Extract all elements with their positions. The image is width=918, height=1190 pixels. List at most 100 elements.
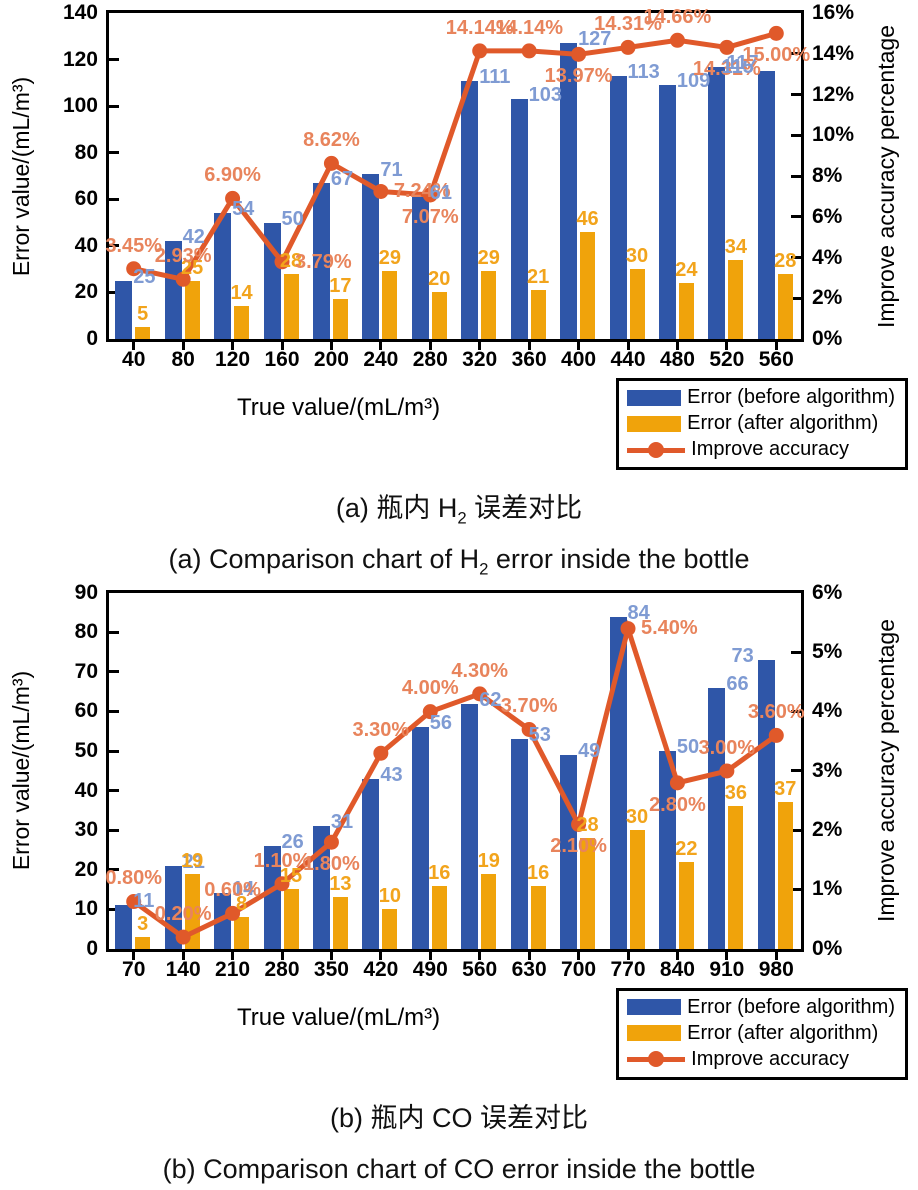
bar-value-label-before: 43	[380, 763, 403, 786]
improve-accuracy-label: 3.70%	[500, 695, 558, 718]
legend-label: Error (before algorithm)	[687, 995, 895, 1018]
chart-h2-error-comparison: Error value/(mL/m³) 0 20 40 60 80 100 120 140 2…	[0, 0, 918, 580]
bar-value-label-after: 24	[675, 259, 698, 282]
bar-value-label-after: 20	[428, 268, 451, 291]
plot-area: 25 5 3.45% 42 25 2.93% 54 14 6.90% 50 28 3.79% 67 17 8…	[105, 6, 810, 350]
right-axis-tick-label: 8%	[812, 164, 843, 187]
right-axis-tick	[791, 215, 801, 219]
x-axis-tick-label: 440	[610, 348, 646, 371]
x-axis-tick	[132, 342, 136, 350]
x-axis-tick-label: 980	[758, 957, 794, 981]
right-axis-tick-label: 2%	[812, 286, 843, 310]
line-marker-dot	[669, 32, 685, 48]
bar-value-label-before: 42	[182, 226, 205, 249]
x-axis-tick	[280, 342, 284, 350]
x-axis-tick-label: 140	[165, 957, 201, 981]
x-axis-tick-label: 280	[412, 348, 448, 371]
legend-item: Error (after algorithm)	[627, 412, 895, 435]
x-axis-tick	[181, 951, 185, 960]
improve-accuracy-label: 8.62%	[303, 129, 360, 152]
bar-value-label-after: 22	[675, 837, 698, 860]
bar-error-before	[411, 196, 429, 339]
left-axis-tick-label: 100	[62, 94, 98, 118]
bar-value-label-before: 11	[133, 890, 155, 913]
right-axis-title: Improve accuracy percentage	[872, 619, 899, 923]
x-axis-tick	[428, 951, 432, 960]
left-axis-tick-label: 60	[74, 187, 98, 211]
improve-accuracy-label: 14.31%	[692, 58, 761, 81]
x-axis-tick	[379, 342, 383, 350]
bar-error-before	[115, 280, 133, 339]
left-axis-title: Error value/(mL/m³)	[8, 671, 35, 871]
improve-accuracy-label: 14.14%	[495, 16, 564, 39]
left-axis-tick-label: 90	[74, 580, 98, 604]
improve-accuracy-label: 14.66%	[643, 6, 712, 29]
bar-value-label-after: 10	[378, 885, 401, 908]
line-marker-dot	[521, 43, 537, 59]
x-axis-tick	[478, 342, 482, 350]
improve-accuracy-label: 2.10%	[550, 835, 607, 858]
right-axis-title-col: Improve accuracy percentage	[864, 10, 908, 342]
left-axis-tick	[109, 749, 119, 753]
x-axis-tick	[132, 951, 136, 960]
bar-error-before	[362, 778, 380, 949]
bar-value-label-before: 21	[182, 850, 205, 873]
left-axis-title: Error value/(mL/m³)	[8, 76, 35, 276]
bar-error-after	[777, 802, 793, 949]
bar-error-after	[530, 885, 546, 949]
bar-value-label-after: 3	[137, 912, 149, 935]
x-axis-tick-label: 400	[561, 348, 597, 371]
bar-error-before	[510, 99, 528, 339]
left-axis-tick-labels: 0 10 20 30 40 50 60 70 80 90	[44, 581, 106, 960]
bar-value-label-after: 34	[724, 235, 747, 258]
legend-item: Improve accuracy	[627, 1048, 895, 1071]
bar-error-after	[580, 838, 596, 949]
x-axis-tick	[725, 342, 729, 350]
x-axis-tick	[577, 342, 581, 350]
bar-error-before	[510, 739, 528, 949]
left-axis-tick-label: 80	[74, 140, 98, 164]
line-marker-dot	[126, 261, 142, 277]
left-axis-tick	[109, 789, 119, 793]
line-marker-dot	[472, 43, 488, 59]
bar-value-label-after: 19	[477, 849, 500, 872]
bar-value-label-after: 19	[181, 849, 204, 872]
x-axis-tick	[231, 342, 235, 350]
improve-accuracy-label: 7.24%	[393, 180, 451, 203]
bar-value-label-after: 46	[576, 207, 599, 230]
improve-accuracy-label: 14.31%	[594, 13, 662, 36]
x-axis-tick-label: 160	[264, 348, 300, 371]
right-axis-tick-label: 5%	[812, 640, 843, 664]
x-axis-tick-labels: 70 140 210 280 350 420 490 560 630 700 770 840 910 98…	[109, 952, 801, 986]
line-marker-dot	[472, 686, 488, 702]
bar-error-after	[332, 299, 348, 339]
legend-line-dot	[648, 441, 665, 458]
legend-item: Error (before algorithm)	[627, 996, 895, 1019]
legend-label: Error (after algorithm)	[687, 412, 879, 434]
improve-accuracy-line	[126, 619, 784, 945]
bar-value-label-before: 26	[281, 830, 304, 853]
line-marker-dot	[225, 190, 241, 206]
left-axis-tick-label: 0	[86, 936, 98, 960]
line-marker-dot	[175, 929, 191, 945]
bar-error-after	[431, 885, 447, 949]
x-axis-tick	[774, 951, 778, 960]
bar-value-label-after: 14	[230, 282, 253, 305]
left-axis-tick	[109, 670, 119, 674]
left-axis-tick	[109, 709, 119, 713]
x-axis-tick-label: 630	[511, 957, 547, 981]
bar-error-before	[263, 845, 281, 949]
legend-swatch-line	[627, 1050, 686, 1068]
bar-value-label-after: 13	[329, 873, 352, 896]
left-axis-tick	[109, 244, 119, 248]
line-marker-dot	[422, 187, 438, 203]
legend-swatch-after	[627, 1025, 682, 1042]
bar-value-label-before: 53	[528, 724, 551, 747]
bar-error-before	[609, 75, 627, 339]
left-axis-tick-labels: 0 20 40 60 80 100 120 140	[44, 1, 106, 350]
left-axis-tick-label: 30	[74, 818, 98, 842]
x-axis-tick	[478, 951, 482, 960]
line-marker-dot	[719, 763, 735, 779]
right-axis-tick-labels: 0% 2% 4% 6% 8% 10% 12% 14% 16%	[804, 1, 864, 350]
bar-value-label-after: 30	[625, 245, 649, 268]
